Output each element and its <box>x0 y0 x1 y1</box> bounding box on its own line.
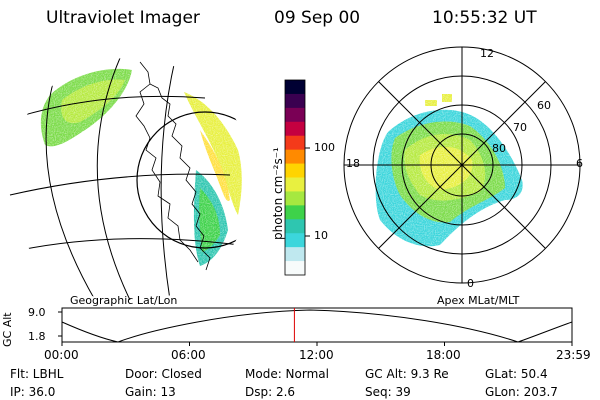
info-gain: Gain: 13 <box>125 385 176 399</box>
polar-dial <box>343 46 581 284</box>
colorbar-tick-10: 10 <box>314 229 328 242</box>
orbit-xtick-0000: 00:00 <box>44 348 79 362</box>
orbit-xtick-2359: 23:59 <box>556 348 591 362</box>
colorbar-swatch <box>285 247 305 262</box>
colorbar-swatch <box>285 149 305 165</box>
date-label: 09 Sep 00 <box>274 8 361 28</box>
colorbar <box>284 79 310 276</box>
mlt-label-0: 0 <box>467 277 474 290</box>
colorbar-swatch <box>285 233 305 248</box>
colorbar-swatch <box>285 219 305 234</box>
info-filter: Flt: LBHL <box>10 367 64 381</box>
info-mode: Mode: Normal <box>245 367 329 381</box>
info-dsp: Dsp: 2.6 <box>245 385 296 399</box>
colorbar-tick-100: 100 <box>314 141 335 154</box>
orbit-ytick-high: 9.0 <box>28 306 46 319</box>
colorbar-swatch <box>285 261 305 276</box>
info-ip: IP: 36.0 <box>10 385 56 399</box>
info-door: Door: Closed <box>125 367 202 381</box>
info-glat: GLat: 50.4 <box>485 367 548 381</box>
colorbar-swatch <box>285 93 305 109</box>
info-gc-alt: GC Alt: 9.3 Re <box>365 367 449 381</box>
info-glon: GLon: 203.7 <box>485 385 558 399</box>
mlt-label-6: 6 <box>576 157 583 170</box>
lat-label-80: 80 <box>492 142 506 155</box>
colorbar-swatch <box>285 107 305 123</box>
colorbar-swatch <box>285 135 305 151</box>
polar-caption: Apex MLat/MLT <box>437 294 520 307</box>
time-label: 10:55:32 UT <box>432 8 537 28</box>
orbit-altitude-plot <box>58 307 573 346</box>
colorbar-swatch <box>285 191 305 206</box>
colorbar-swatch <box>285 121 305 137</box>
info-seq: Seq: 39 <box>365 385 411 399</box>
colorbar-unit-label: photon cm⁻²s⁻¹ <box>271 147 285 240</box>
instrument-title: Ultraviolet Imager <box>46 8 200 28</box>
colorbar-swatch <box>285 205 305 220</box>
orbit-xtick-0600: 06:00 <box>171 348 206 362</box>
colorbar-swatch <box>285 80 305 95</box>
mlt-label-18: 18 <box>346 157 360 170</box>
lat-label-70: 70 <box>513 121 527 134</box>
orbit-xtick-1800: 18:00 <box>426 348 461 362</box>
orbit-xtick-1200: 12:00 <box>299 348 334 362</box>
orbit-axis-label: GC Alt <box>1 312 14 347</box>
colorbar-swatch <box>285 163 305 179</box>
geographic-caption: Geographic Lat/Lon <box>70 294 178 307</box>
orbit-ytick-low: 1.8 <box>28 330 46 343</box>
lat-label-60: 60 <box>537 99 551 112</box>
mlt-label-12: 12 <box>480 47 494 60</box>
colorbar-swatch <box>285 177 305 193</box>
